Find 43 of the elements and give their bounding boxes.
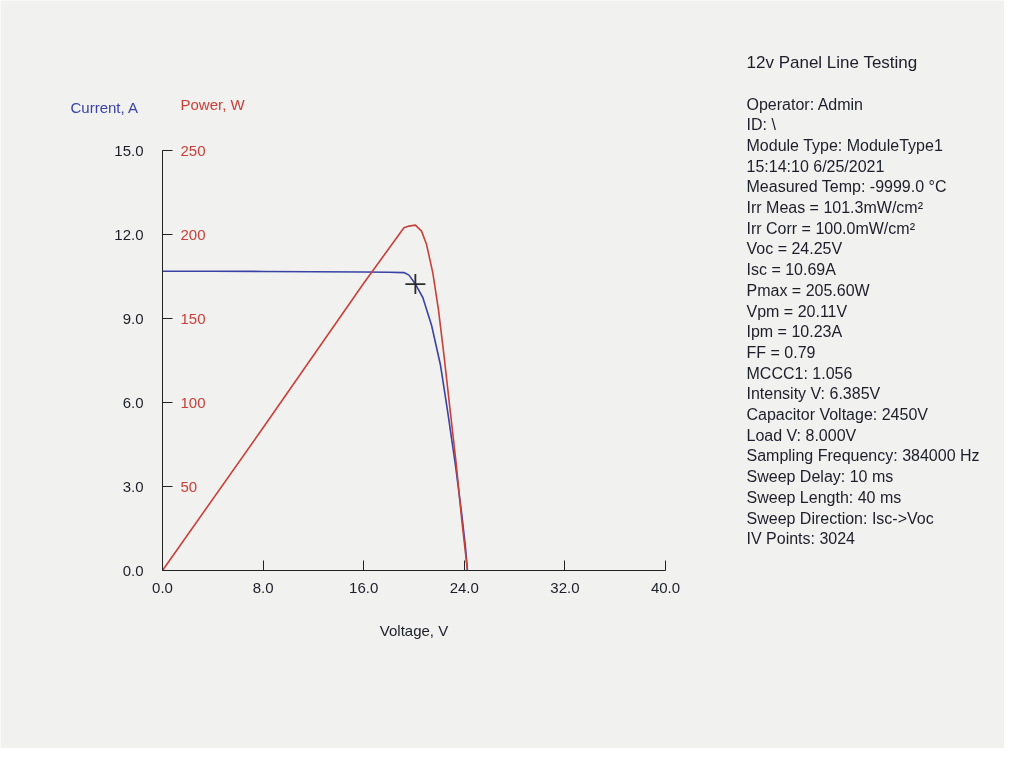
- text: MCCC1: 1.056: [746, 364, 853, 382]
- x-tick-label: 8.0: [252, 578, 274, 596]
- text: Irr Corr = 100.0mW/cm²: [746, 219, 916, 237]
- text: FF = 0.79: [746, 343, 816, 361]
- y-tick-label: 3.0: [122, 477, 144, 495]
- text: Sampling Frequency: 384000 Hz: [746, 447, 980, 465]
- y2-tick-label: 150: [180, 309, 206, 327]
- text: Sweep Delay: 10 ms: [746, 468, 894, 486]
- y-tick-label: 15.0: [114, 141, 144, 159]
- text: Irr Meas = 101.3mW/cm²: [746, 199, 924, 216]
- y-tick-label: 12.0: [114, 225, 144, 243]
- y2-tick-label: 100: [180, 393, 206, 411]
- text: IV Points: 3024: [746, 530, 856, 548]
- y-tick-label: 0.0: [122, 561, 144, 579]
- text: Operator: Admin: [746, 95, 863, 113]
- text: Voc = 24.25V: [746, 240, 843, 258]
- text: Module Type: ModuleType1: [746, 136, 943, 154]
- x-tick-label: 16.0: [349, 578, 379, 596]
- text: 15:14:10 6/25/2021: [746, 157, 885, 175]
- text: Ipm = 10.23A: [746, 323, 843, 341]
- y2-tick-label: 250: [180, 141, 206, 159]
- text: Isc = 10.69A: [746, 261, 837, 279]
- y-tick-label: 9.0: [122, 309, 144, 327]
- text: ID: \: [746, 116, 777, 134]
- text: Pmax = 205.60W: [746, 281, 871, 299]
- y2-tick-label: 200: [180, 225, 206, 243]
- text: Sweep Direction: Isc->Voc: [746, 509, 934, 527]
- y-axis-title: Current, A: [70, 98, 139, 116]
- x-axis-title: Voltage, V: [379, 621, 449, 639]
- y2-axis-title: Power, W: [180, 95, 246, 113]
- y2-tick-label: 50: [180, 477, 198, 495]
- y-tick-label: 6.0: [122, 393, 144, 411]
- text: Sweep Length: 40 ms: [746, 488, 902, 506]
- text: Capacitor Voltage: 2450V: [746, 406, 929, 423]
- x-tick-label: 0.0: [152, 578, 173, 596]
- x-tick-label: 24.0: [449, 578, 479, 596]
- x-tick-label: 32.0: [550, 578, 580, 596]
- text: Intensity V: 6.385V: [746, 385, 881, 403]
- text: 12v Panel Line Testing: [746, 52, 918, 72]
- text: Measured Temp: -9999.0 °C: [746, 178, 947, 196]
- x-tick-label: 40.0: [650, 578, 681, 596]
- text: Vpm = 20.11V: [746, 302, 848, 320]
- text: Load V: 8.000V: [746, 426, 857, 444]
